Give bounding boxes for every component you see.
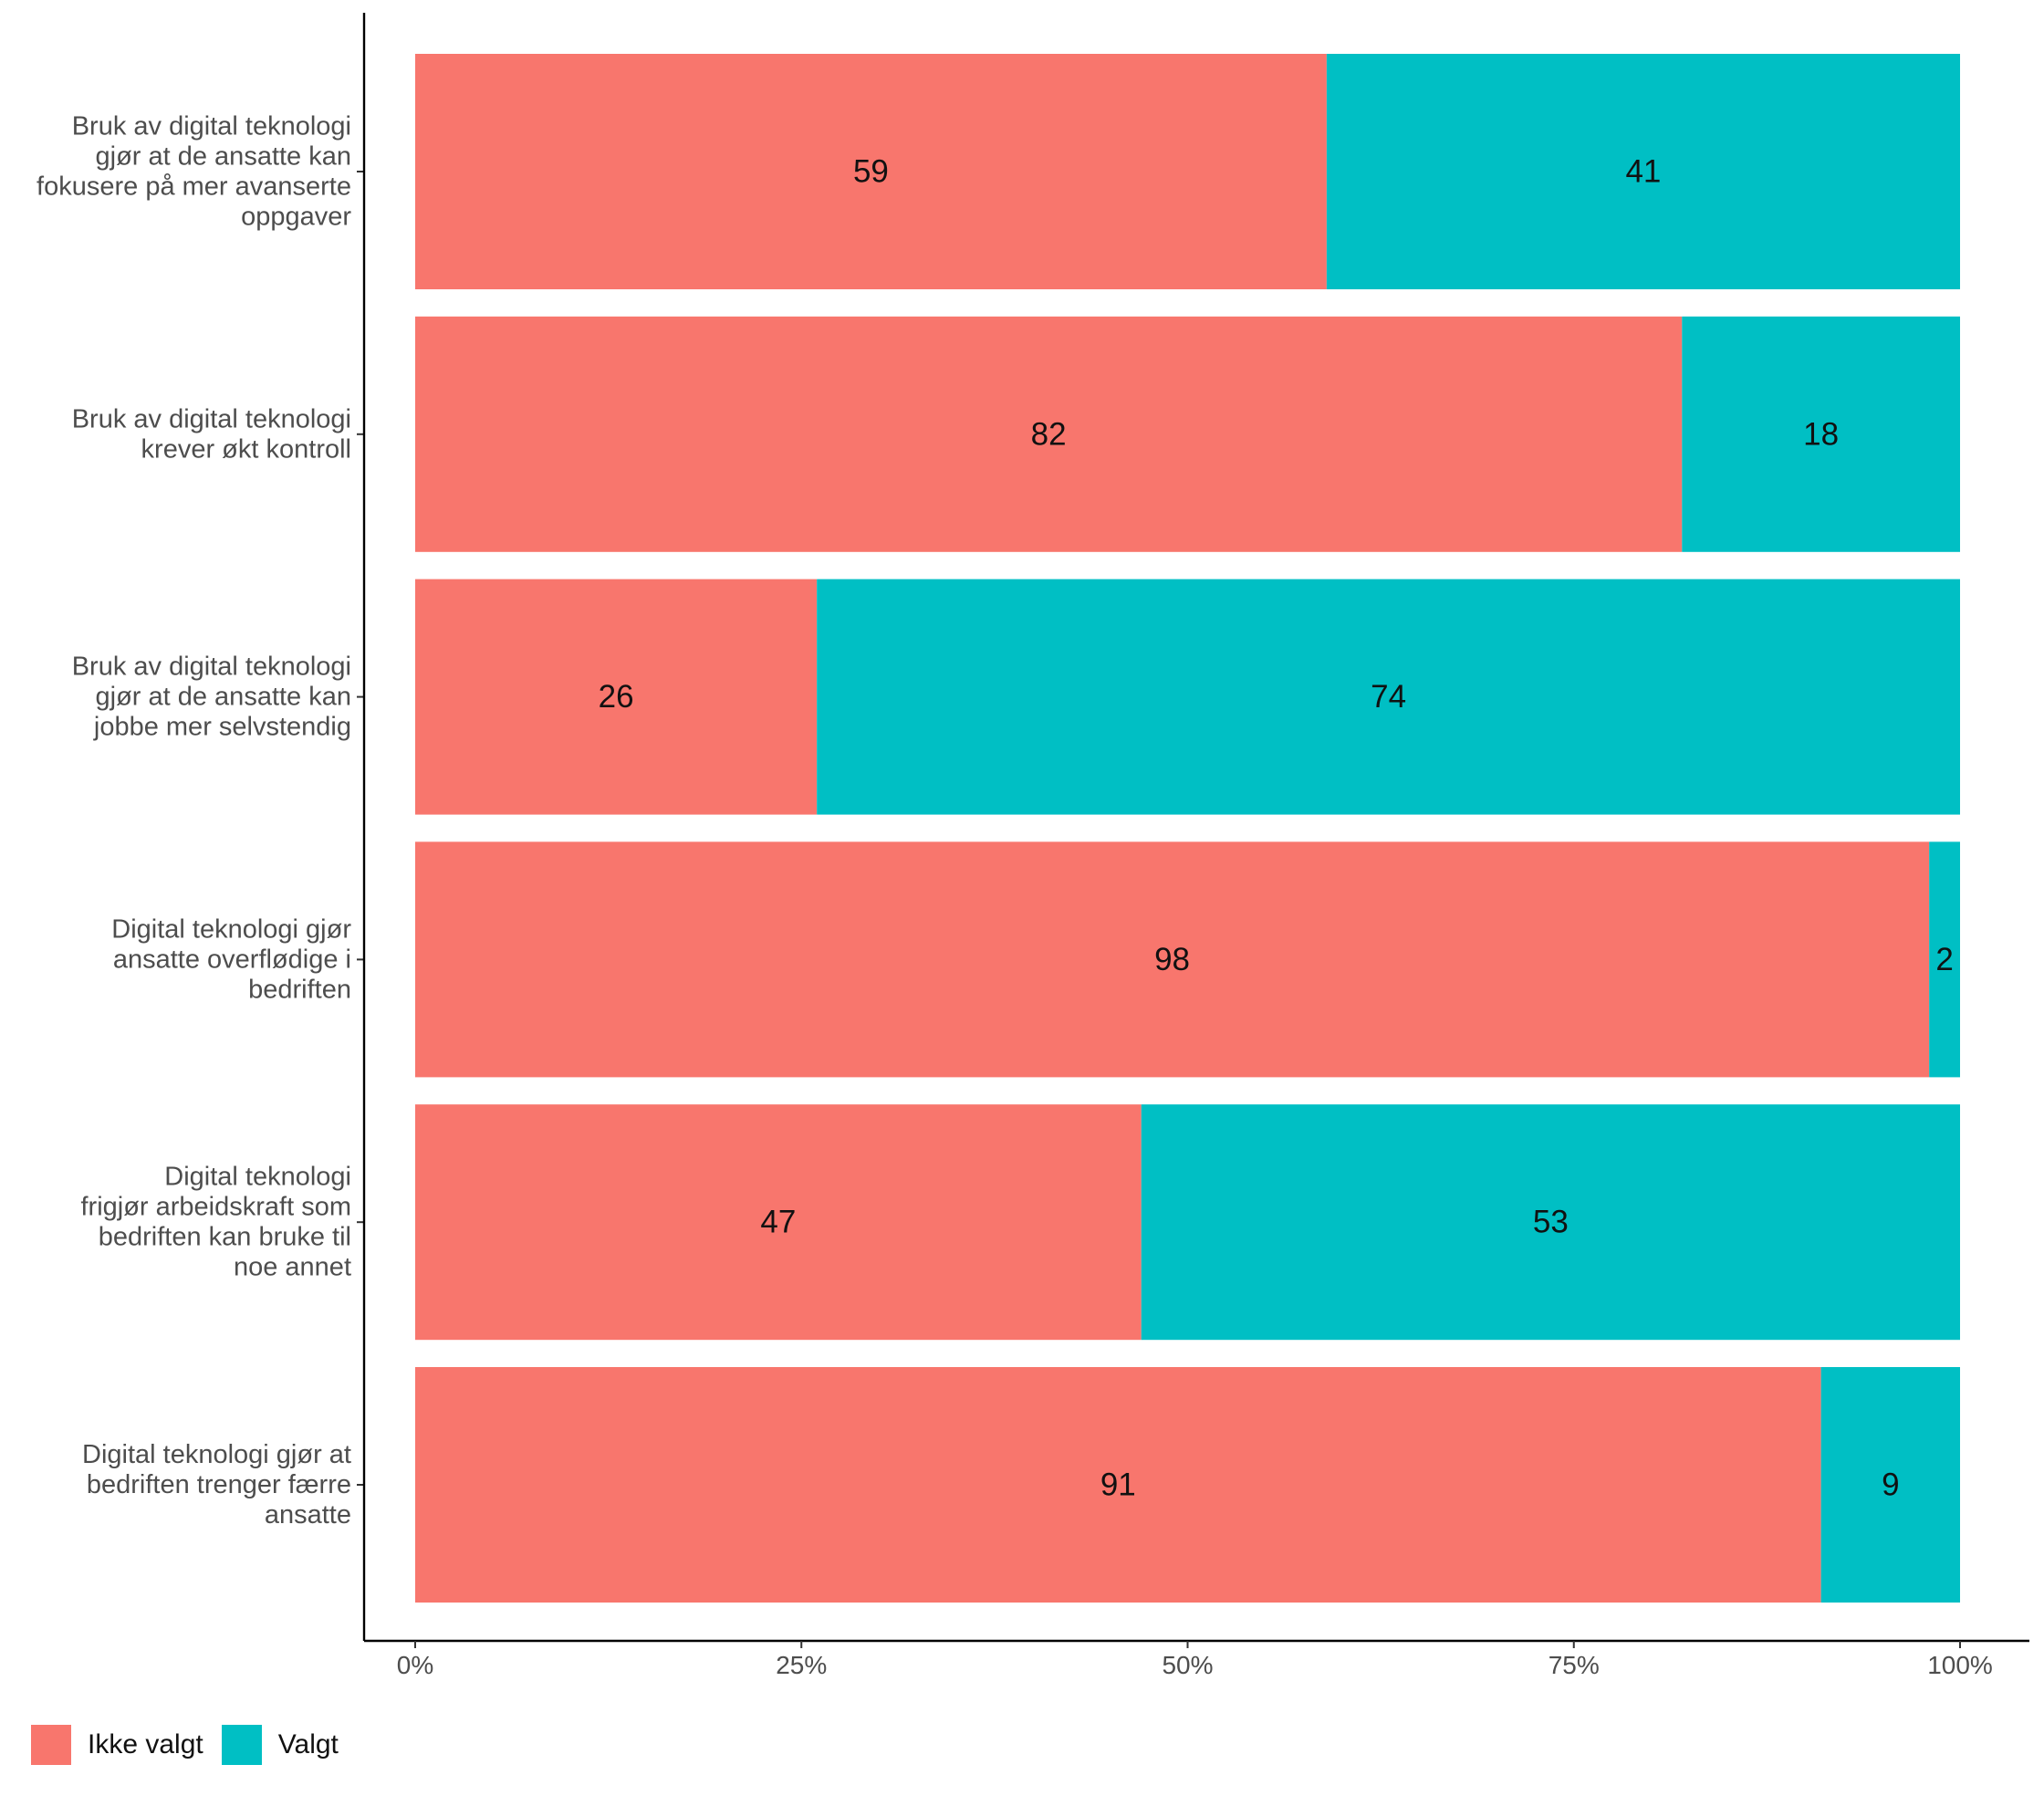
x-tick-label: 0%: [397, 1651, 433, 1679]
bar-value-label: 47: [760, 1205, 796, 1240]
bar-value-label: 2: [1935, 942, 1953, 977]
legend-key-valgt: [221, 1725, 262, 1765]
bar-value-label: 98: [1154, 942, 1190, 977]
bar-segment-ikke-valgt: [415, 1367, 1821, 1603]
legend: Ikke valgt Valgt: [31, 1725, 357, 1765]
category-label: Bruk av digital teknologi gjør at de ansa…: [36, 112, 351, 232]
bar-value-label: 59: [853, 154, 889, 190]
x-tick-label: 50%: [1162, 1651, 1213, 1679]
legend-label-ikke-valgt: Ikke valgt: [88, 1729, 203, 1759]
bar-segment-ikke-valgt: [415, 841, 1930, 1078]
legend-label-valgt: Valgt: [277, 1729, 339, 1759]
bar-segment-ikke-valgt: [415, 1104, 1142, 1341]
bar-value-label: 91: [1100, 1467, 1136, 1503]
bar-segment-valgt: [1820, 1367, 1960, 1603]
bar-value-label: 82: [1031, 416, 1067, 452]
legend-item-valgt: Valgt: [221, 1725, 339, 1765]
x-tick-label: 100%: [1927, 1651, 1993, 1679]
category-label: Digital teknologi gjør at bedriften treng…: [82, 1440, 351, 1530]
bar-segment-valgt: [1929, 841, 1960, 1078]
bar-segment-ikke-valgt: [415, 54, 1327, 289]
bar-value-label: 53: [1533, 1205, 1569, 1240]
bar-segment-ikke-valgt: [415, 579, 818, 815]
category-label: Digital teknologi frigjør arbeidskraft so…: [80, 1163, 351, 1282]
category-label: Bruk av digital teknologi krever økt kont…: [72, 404, 351, 464]
x-tick-label: 75%: [1549, 1651, 1600, 1679]
bar-segment-ikke-valgt: [415, 316, 1683, 552]
bars-layer: [415, 54, 1961, 1603]
bar-value-label: 41: [1625, 154, 1661, 190]
category-label: Bruk av digital teknologi gjør at de ansa…: [72, 653, 351, 742]
bar-segment-valgt: [1141, 1104, 1960, 1341]
bar-segment-valgt: [817, 579, 1961, 815]
legend-item-ikke-valgt: Ikke valgt: [31, 1725, 203, 1765]
axes-layer: Bruk av digital teknologi gjør at de ansa…: [36, 13, 2029, 1679]
legend-key-ikke-valgt: [31, 1725, 71, 1765]
bar-segment-valgt: [1326, 54, 1960, 289]
x-tick-label: 25%: [776, 1651, 827, 1679]
bar-labels-layer: 59 41 82 18 26 74 98 2 47 53 91 9: [599, 154, 1954, 1503]
bar-segment-valgt: [1682, 316, 1960, 552]
bar-value-label: 26: [599, 679, 634, 715]
bar-value-label: 9: [1882, 1467, 1899, 1503]
category-label: Digital teknologi gjør ansatte overflødig…: [111, 914, 351, 1004]
bar-value-label: 18: [1803, 416, 1839, 452]
bar-value-label: 74: [1371, 679, 1406, 715]
